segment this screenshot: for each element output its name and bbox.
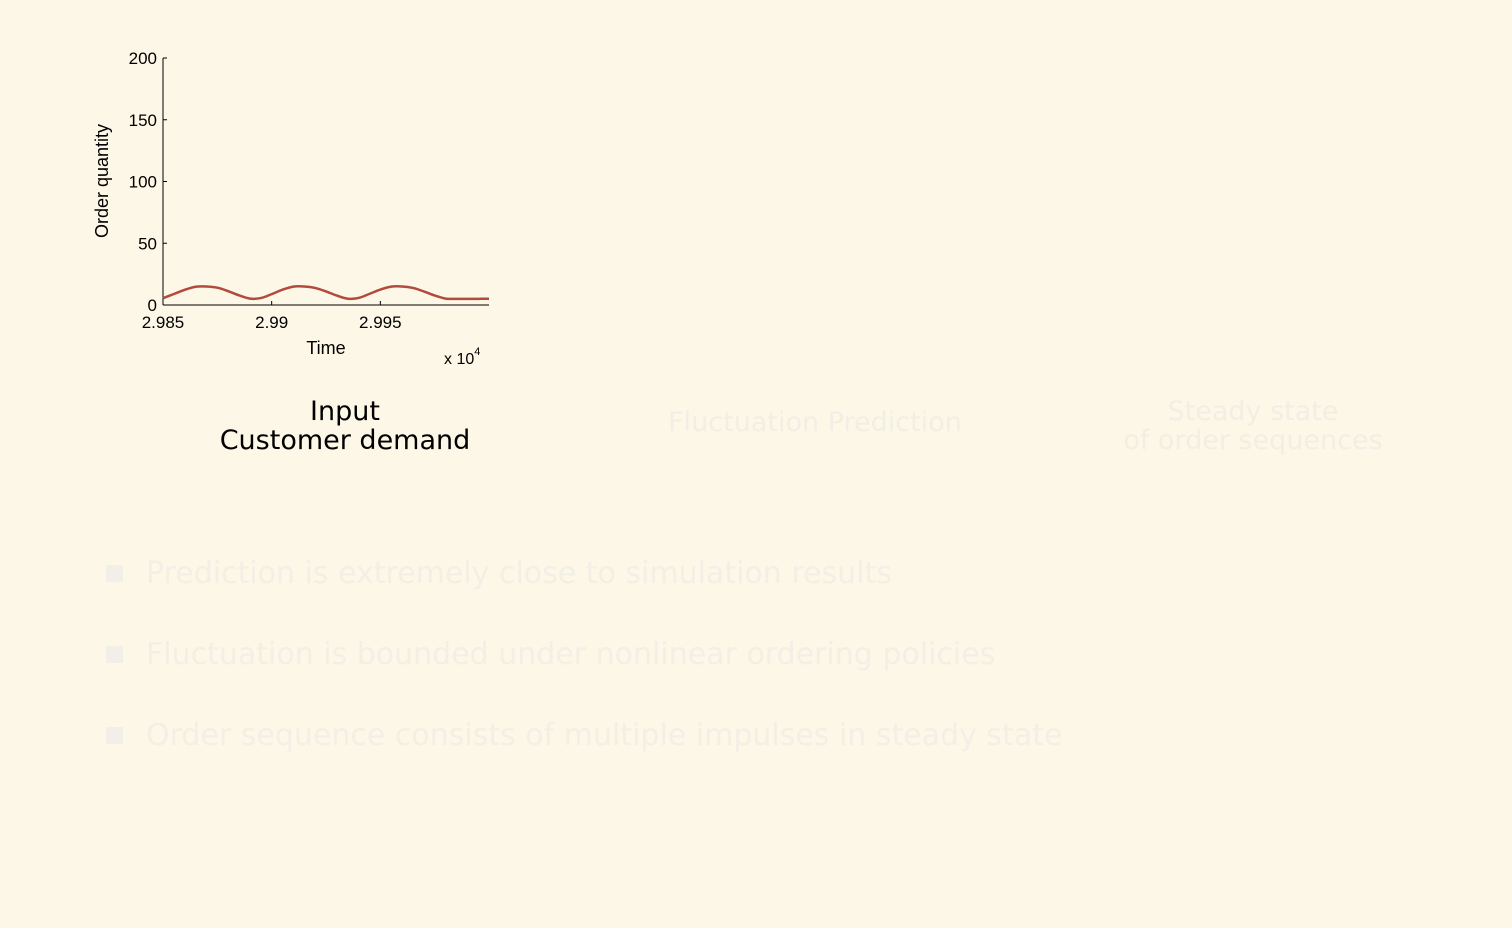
y-tick-label: 200	[129, 49, 157, 68]
fluctuation-prediction-caption: Fluctuation Prediction	[600, 408, 1030, 437]
steady-state-caption: Steady state of order sequences	[1080, 397, 1426, 455]
y-tick-label: 150	[129, 111, 157, 130]
y-axis-label: Order quantity	[92, 124, 112, 238]
steady-state-caption-line1: Steady state	[1167, 396, 1339, 427]
x-tick-label: 2.99	[255, 313, 288, 332]
x-tick-label: 2.995	[359, 313, 402, 332]
steady-state-caption-line2: of order sequences	[1123, 425, 1383, 456]
square-bullet-icon	[106, 727, 123, 744]
x-axis-multiplier: x 104	[444, 346, 480, 368]
y-tick-label: 100	[129, 173, 157, 192]
x-axis-label: Time	[306, 338, 345, 358]
y-tick-label: 0	[148, 296, 157, 315]
square-bullet-icon	[106, 646, 123, 663]
x-axis: 2.985 2.99 2.995	[142, 301, 489, 332]
fluctuation-prediction-label: Fluctuation Prediction	[668, 407, 962, 438]
square-bullet-icon	[106, 565, 123, 582]
bullet-text: Fluctuation is bounded under nonlinear o…	[146, 637, 996, 672]
input-caption: Input Customer demand	[180, 397, 510, 455]
y-axis: 0 50 100 150 200	[129, 49, 167, 315]
bullet-text: Order sequence consists of multiple impu…	[146, 718, 1063, 753]
input-caption-line2: Customer demand	[219, 425, 471, 456]
customer-demand-series-line	[162, 285, 490, 301]
input-caption-line1: Input	[310, 396, 380, 427]
y-tick-label: 50	[138, 234, 157, 253]
bullet-text: Prediction is extremely close to simulat…	[146, 556, 892, 591]
x-tick-label: 2.985	[142, 313, 185, 332]
order-quantity-chart: 0 50 100 150 200 2.985 2.99 2.995 Order quanti…	[92, 49, 490, 368]
